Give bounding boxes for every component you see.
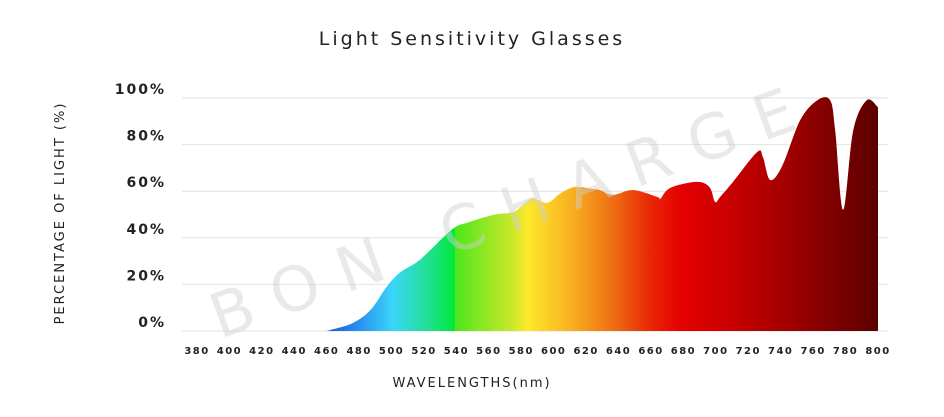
y-tick-label: 20% [126, 268, 166, 284]
x-tick-label: 800 [865, 346, 890, 357]
y-tick-label: 40% [126, 222, 166, 238]
x-tick-labels: 380 400 420 440 460 480 500 520 540 560 580 600 620 6… [184, 346, 890, 357]
x-tick-label: 580 [509, 346, 534, 357]
x-tick-label: 620 [573, 346, 598, 357]
x-tick-label: 700 [703, 346, 728, 357]
x-tick-label: 680 [671, 346, 696, 357]
y-tick-label: 60% [126, 175, 166, 191]
x-tick-label: 440 [282, 346, 307, 357]
y-tick-label: 0% [138, 315, 166, 331]
x-tick-label: 660 [638, 346, 663, 357]
x-tick-label: 740 [768, 346, 793, 357]
x-tick-label: 760 [800, 346, 825, 357]
x-tick-label: 720 [736, 346, 761, 357]
x-tick-label: 780 [833, 346, 858, 357]
x-tick-label: 480 [346, 346, 371, 357]
transmission-area [326, 97, 878, 331]
y-tick-labels: 100% 80% 60% 40% 20% 0% [115, 82, 166, 331]
y-tick-label: 80% [126, 129, 166, 145]
x-axis-label: WAVELENGTHS(nm) [392, 376, 551, 391]
x-tick-label: 520 [411, 346, 436, 357]
x-tick-label: 380 [184, 346, 209, 357]
chart-title: Light Sensitivity Glasses [319, 28, 625, 50]
x-tick-label: 400 [217, 346, 242, 357]
x-tick-label: 540 [444, 346, 469, 357]
y-tick-label: 100% [115, 82, 166, 98]
x-tick-label: 500 [379, 346, 404, 357]
x-tick-label: 600 [541, 346, 566, 357]
x-tick-label: 560 [476, 346, 501, 357]
y-axis-label: PERCENTAGE OF LIGHT (%) [53, 102, 68, 325]
x-tick-label: 420 [249, 346, 274, 357]
x-tick-label: 460 [314, 346, 339, 357]
x-tick-label: 640 [606, 346, 631, 357]
